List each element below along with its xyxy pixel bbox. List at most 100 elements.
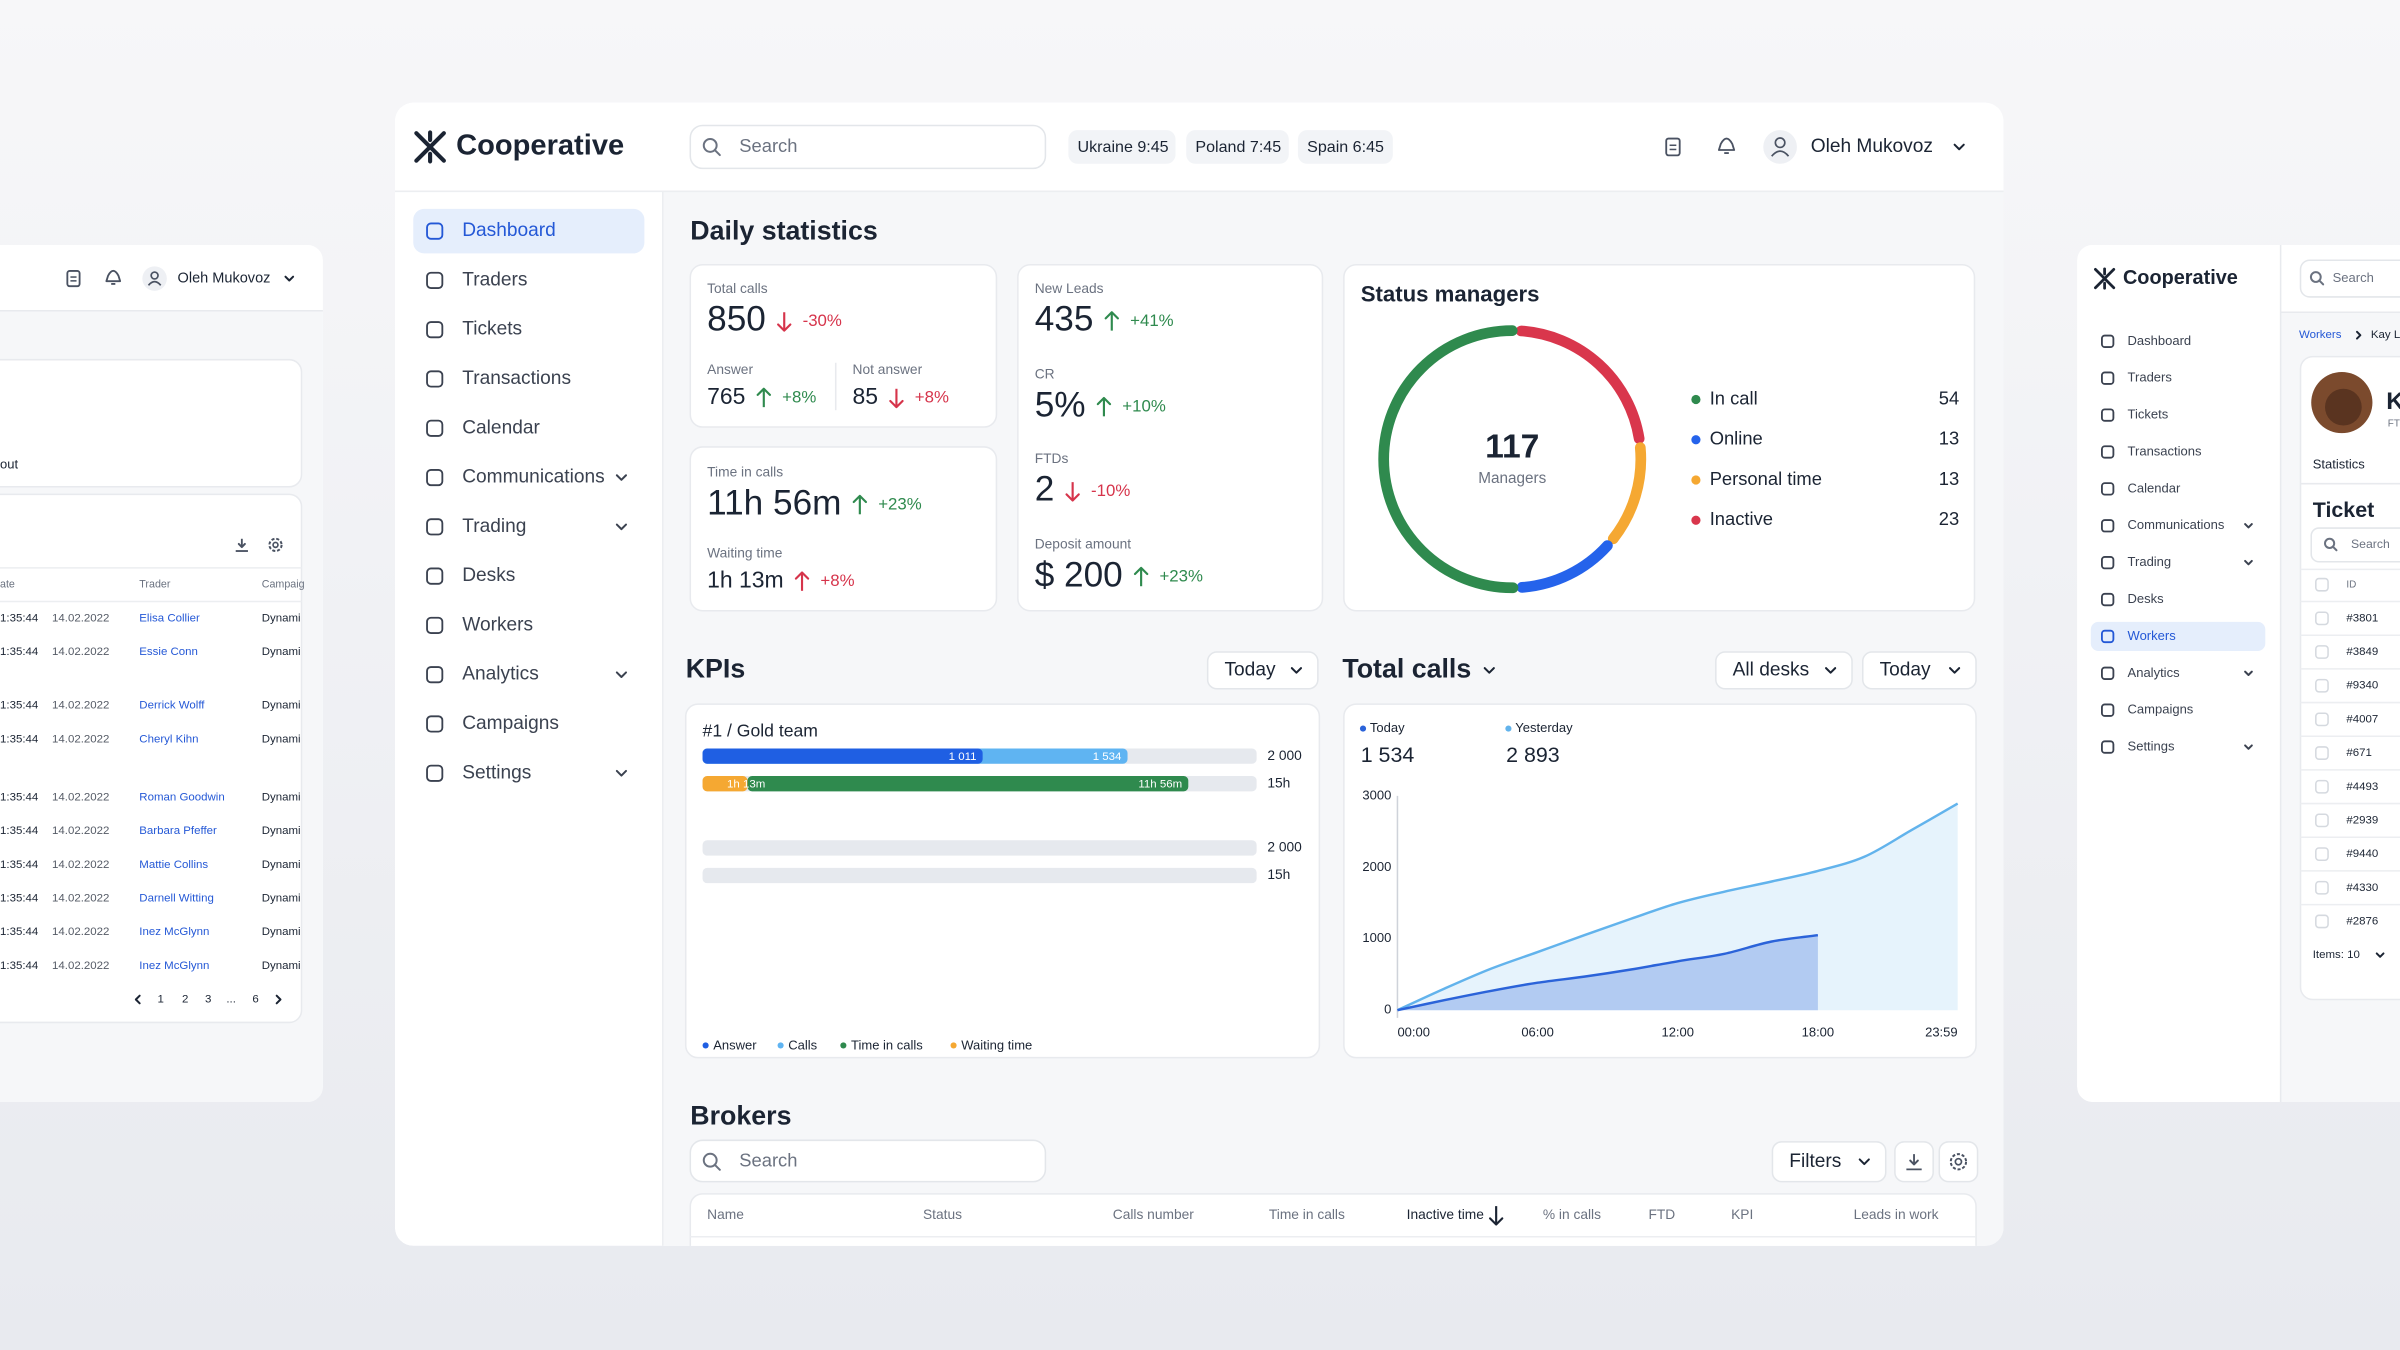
checkbox[interactable]: [2315, 880, 2329, 895]
nav-label[interactable]: Desks: [2128, 591, 2165, 606]
nav-item[interactable]: Settings: [426, 762, 628, 783]
row-trader[interactable]: Roman Goodwin: [139, 791, 224, 803]
checkbox[interactable]: [2315, 611, 2329, 626]
nav-label[interactable]: Trading: [2128, 554, 2172, 569]
nav-label[interactable]: Communications: [2128, 517, 2225, 532]
nav-label[interactable]: Traders: [2128, 370, 2173, 385]
row-trader[interactable]: Cheryl Kihn: [139, 733, 198, 745]
search-box[interactable]: [2299, 259, 2400, 298]
download-icon[interactable]: [1906, 1154, 1922, 1171]
nav-label[interactable]: Settings: [2128, 739, 2175, 754]
nav-item[interactable]: Workers: [2090, 621, 2266, 651]
column-header[interactable]: % in calls: [1543, 1207, 1601, 1222]
profile-tab[interactable]: Statistics: [2313, 457, 2366, 472]
page-number[interactable]: 2: [182, 994, 188, 1006]
nav-item[interactable]: Communications: [2100, 517, 2253, 533]
bell-icon[interactable]: [105, 269, 122, 285]
column-header[interactable]: KPI: [1731, 1207, 1753, 1222]
column-header[interactable]: Calls number: [1113, 1207, 1195, 1222]
nav-label[interactable]: Workers: [2128, 628, 2177, 643]
nav-label[interactable]: Analytics: [462, 664, 539, 685]
checkbox[interactable]: [2315, 712, 2329, 727]
nav-label[interactable]: Tickets: [462, 319, 522, 340]
column-header[interactable]: FTD: [1648, 1207, 1675, 1222]
nav-label[interactable]: Campaigns: [2128, 702, 2194, 717]
row-trader[interactable]: Barbara Pfeffer: [139, 825, 217, 837]
desk-filter[interactable]: All desks: [1715, 651, 1853, 690]
page-number[interactable]: 3: [205, 994, 211, 1006]
nav-item[interactable]: Dashboard: [413, 208, 645, 254]
period-filter-label[interactable]: Today: [1880, 659, 1931, 680]
nav-item[interactable]: Workers: [426, 614, 533, 635]
nav-label[interactable]: Trading: [462, 516, 526, 537]
nav-item[interactable]: Desks: [426, 565, 515, 586]
row-trader[interactable]: Essie Conn: [139, 646, 198, 658]
nav-item[interactable]: Dashboard: [2100, 333, 2192, 348]
column-header[interactable]: Leads in work: [1854, 1207, 1939, 1222]
nav-item[interactable]: Settings: [2100, 739, 2253, 754]
nav-label[interactable]: Transactions: [462, 368, 571, 389]
column-header[interactable]: Status: [923, 1207, 962, 1222]
filters-button-label[interactable]: Filters: [1789, 1151, 1841, 1172]
nav-label[interactable]: Traders: [462, 269, 527, 290]
row-trader[interactable]: Derrick Wolff: [139, 700, 205, 712]
nav-item[interactable]: Analytics: [2100, 665, 2253, 680]
period-filter-box[interactable]: [1861, 651, 1977, 690]
nav-label[interactable]: Tickets: [2128, 407, 2169, 422]
nav-item[interactable]: Traders: [426, 269, 527, 290]
user-name[interactable]: Oleh Mukovoz: [1811, 136, 1933, 157]
row-trader[interactable]: Elisa Collier: [139, 612, 200, 624]
page-number[interactable]: ...: [226, 994, 236, 1006]
row-trader[interactable]: Inez McGlynn: [139, 960, 209, 972]
checkbox[interactable]: [2315, 645, 2329, 659]
ticket-search-placeholder[interactable]: Search: [2351, 537, 2390, 551]
settings-icon[interactable]: [1949, 1153, 1968, 1171]
checkbox[interactable]: [2315, 678, 2329, 693]
nav-label[interactable]: Dashboard: [2128, 333, 2192, 348]
nav-label[interactable]: Calendar: [2128, 480, 2181, 495]
nav-item[interactable]: Transactions: [426, 368, 571, 389]
nav-label[interactable]: Campaigns: [462, 713, 559, 734]
kpi-filter-box[interactable]: [1206, 651, 1319, 690]
kpi-filter[interactable]: Today: [1206, 651, 1319, 690]
search-placeholder[interactable]: Search: [739, 135, 797, 156]
nav-item[interactable]: Trading: [2100, 554, 2253, 570]
ticket-search[interactable]: [2310, 527, 2400, 563]
search-placeholder[interactable]: Search: [739, 1150, 797, 1171]
nav-item[interactable]: Traders: [2100, 370, 2173, 385]
nav-item[interactable]: Campaigns: [426, 713, 559, 734]
nav-item[interactable]: Trading: [426, 516, 628, 537]
column-header[interactable]: Inactive time: [1407, 1207, 1485, 1222]
nav-item[interactable]: Calendar: [426, 417, 540, 438]
checkbox[interactable]: [2315, 914, 2329, 929]
nav-label[interactable]: Transactions: [2128, 443, 2202, 458]
nav-label[interactable]: Desks: [462, 565, 515, 586]
nav-label[interactable]: Communications: [462, 467, 604, 488]
kpi-filter-label[interactable]: Today: [1224, 659, 1275, 680]
bell-icon[interactable]: [1717, 137, 1736, 154]
document-icon[interactable]: [66, 270, 81, 288]
search-placeholder[interactable]: Search: [2333, 270, 2374, 285]
breadcrumb[interactable]: Workers: [2299, 329, 2342, 341]
search-box[interactable]: [689, 1139, 1047, 1183]
nav-item[interactable]: Calendar: [2100, 480, 2181, 496]
period-filter[interactable]: Today: [1861, 651, 1977, 690]
nav-active-bg[interactable]: [413, 208, 645, 254]
page-number[interactable]: 1: [158, 994, 164, 1006]
nav-item[interactable]: Campaigns: [2100, 702, 2194, 717]
nav-item[interactable]: Tickets: [2100, 407, 2169, 422]
items-per-page[interactable]: Items: 10: [2313, 949, 2360, 961]
column-header[interactable]: Time in calls: [1269, 1207, 1345, 1222]
document-icon[interactable]: [1665, 137, 1681, 157]
row-trader[interactable]: Mattie Collins: [139, 859, 208, 871]
nav-label[interactable]: Settings: [462, 762, 531, 783]
checkbox[interactable]: [2315, 746, 2329, 760]
checkbox[interactable]: [2315, 577, 2329, 592]
nav-label[interactable]: Workers: [462, 614, 533, 635]
nav-item[interactable]: Transactions: [2100, 443, 2202, 459]
row-trader[interactable]: Inez McGlynn: [139, 926, 209, 938]
nav-item[interactable]: Communications: [426, 467, 628, 488]
settings-button[interactable]: [1938, 1141, 1979, 1183]
desk-filter-label[interactable]: All desks: [1733, 659, 1810, 680]
nav-label[interactable]: Dashboard: [462, 220, 556, 241]
